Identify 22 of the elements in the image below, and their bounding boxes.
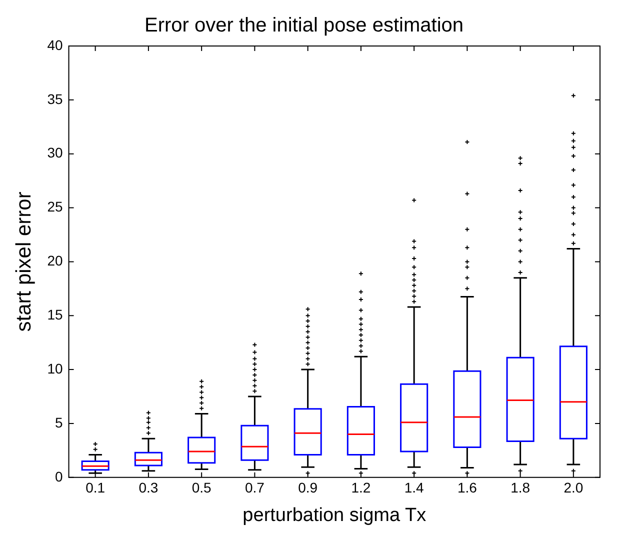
y-tick-label: 5 bbox=[54, 414, 63, 430]
x-tick-label: 1.6 bbox=[457, 480, 478, 496]
x-tick-label: 1.4 bbox=[404, 480, 424, 496]
y-tick-label: 20 bbox=[47, 252, 63, 269]
y-tick-label: 10 bbox=[47, 360, 63, 376]
y-tick-label: 35 bbox=[47, 90, 63, 107]
x-axis-title: perturbation sigma Tx bbox=[242, 504, 427, 526]
y-tick-label: 40 bbox=[47, 36, 63, 53]
x-tick-label: 0.7 bbox=[244, 480, 265, 496]
x-tick-label: 0.3 bbox=[138, 480, 158, 496]
x-tick-label: 0.1 bbox=[86, 480, 106, 496]
y-tick-label: 15 bbox=[47, 306, 63, 322]
y-tick-label: 0 bbox=[54, 468, 63, 484]
x-tick-label: 1.8 bbox=[510, 480, 530, 496]
y-tick-label: 25 bbox=[47, 198, 63, 215]
y-tick-label: 30 bbox=[47, 144, 63, 161]
x-tick-label: 0.9 bbox=[298, 480, 318, 496]
y-axis-title: start pixel error bbox=[12, 192, 36, 332]
chart-title: Error over the initial pose estimation bbox=[144, 14, 464, 37]
x-tick-label: 2.0 bbox=[564, 480, 584, 496]
x-tick-label: 0.5 bbox=[192, 480, 212, 496]
x-tick-label: 1.2 bbox=[351, 480, 371, 496]
